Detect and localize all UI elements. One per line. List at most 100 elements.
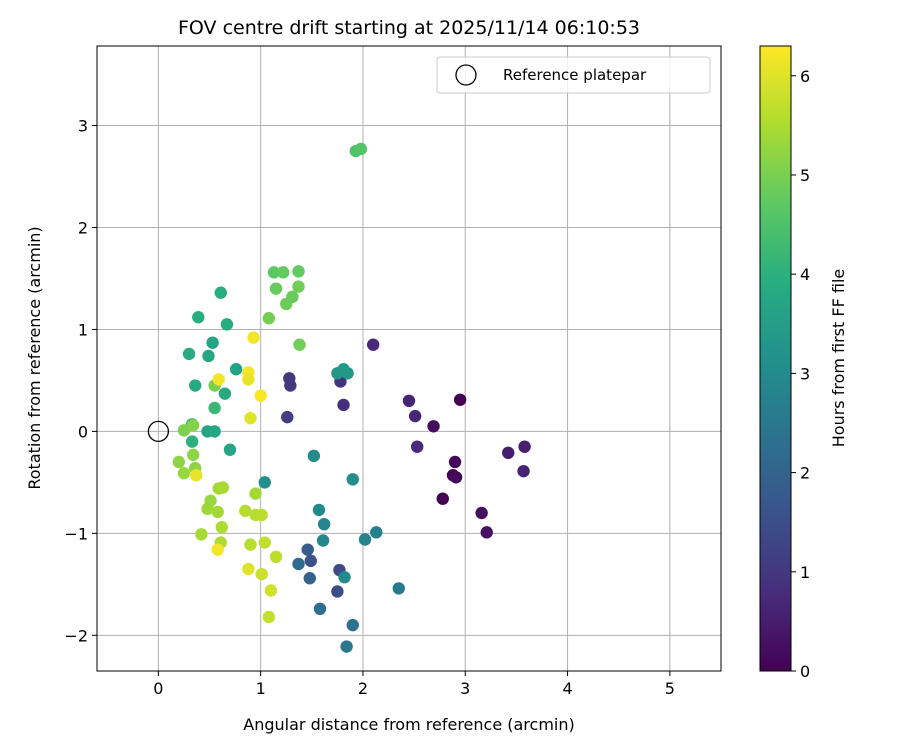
colorbar-tick-label: 4 (800, 265, 810, 284)
y-tick-label: 2 (78, 218, 88, 237)
data-point (280, 297, 293, 311)
data-point (242, 562, 255, 576)
data-point (453, 393, 467, 406)
data-point (214, 286, 227, 299)
data-point (185, 435, 199, 448)
data-point (340, 640, 353, 653)
colorbar-tick-label: 0 (800, 662, 810, 681)
y-axis-label: Rotation from reference (arcmin) (25, 226, 44, 489)
y-tick-label: −1 (64, 524, 88, 543)
chart-title: FOV centre drift starting at 2025/11/14 … (178, 17, 640, 39)
data-point (201, 502, 214, 516)
data-point (502, 446, 515, 460)
data-point (517, 464, 530, 478)
data-point (255, 508, 268, 522)
data-point (242, 373, 255, 386)
x-axis-ticks: 0 1 2 3 4 5 (153, 671, 675, 698)
colorbar-gradient (760, 46, 791, 671)
data-point (303, 572, 316, 585)
data-point (366, 338, 380, 351)
x-tick-label: 2 (358, 679, 368, 698)
data-point (312, 503, 326, 517)
data-point (346, 473, 359, 486)
colorbar-tick-label: 1 (800, 563, 810, 582)
data-point (358, 533, 372, 546)
colorbar-tick-label: 6 (800, 67, 810, 86)
data-point (284, 379, 297, 392)
data-point (190, 469, 203, 482)
data-point (475, 506, 488, 520)
data-point (267, 266, 281, 279)
data-point (392, 582, 405, 595)
colorbar-tick-label: 5 (800, 166, 810, 185)
data-point (346, 618, 359, 632)
x-tick-label: 0 (153, 679, 163, 698)
data-point (264, 584, 278, 597)
data-point (518, 440, 531, 453)
data-point (269, 282, 283, 295)
data-point (301, 543, 314, 556)
data-point (338, 570, 351, 584)
data-point (218, 387, 232, 400)
y-axis-ticks: −2 −1 0 1 2 3 (64, 117, 97, 645)
data-point (262, 610, 276, 624)
colorbar-tick-label: 2 (800, 464, 810, 483)
colorbar-frame (759, 45, 792, 672)
y-tick-label: 1 (78, 320, 88, 339)
data-point (449, 471, 463, 484)
data-point (172, 455, 186, 469)
data-point (354, 142, 368, 156)
data-point (293, 338, 306, 351)
data-point (307, 449, 321, 463)
data-point (427, 420, 440, 433)
x-tick-label: 5 (665, 679, 675, 698)
data-point (229, 363, 243, 376)
data-point (202, 349, 215, 363)
data-point (212, 373, 225, 386)
data-point (480, 526, 493, 539)
data-point (269, 550, 283, 564)
colorbar-ticks: 0 1 2 3 4 5 6 (791, 67, 810, 681)
data-point (292, 557, 305, 571)
data-point (436, 492, 449, 505)
legend: Reference platepar (436, 56, 711, 94)
data-point (337, 398, 350, 412)
data-point (223, 443, 237, 456)
legend-marker-reference (455, 64, 477, 86)
data-point (258, 536, 271, 549)
data-point (186, 448, 200, 462)
data-point (216, 481, 230, 494)
data-point (211, 505, 224, 519)
data-point (292, 280, 305, 293)
data-point (177, 424, 191, 437)
data-point (244, 411, 257, 425)
reference-point (147, 420, 170, 443)
data-point (331, 585, 344, 598)
data-point (195, 528, 208, 541)
data-point (220, 318, 234, 331)
data-point (247, 331, 260, 344)
x-tick-label: 4 (562, 679, 572, 698)
x-axis-label: Angular distance from reference (arcmin) (243, 715, 574, 734)
data-point (255, 567, 268, 581)
data-point (276, 266, 290, 279)
data-point (206, 336, 219, 349)
data-point (208, 425, 221, 438)
data-point (402, 394, 416, 408)
data-point (370, 526, 383, 539)
data-point (186, 419, 200, 432)
x-tick-label: 1 (256, 679, 266, 698)
data-point (211, 543, 224, 556)
data-point (258, 476, 271, 489)
reference-marker (147, 420, 170, 443)
legend-label-reference: Reference platepar (503, 66, 647, 84)
data-point (244, 538, 257, 551)
data-point (215, 521, 228, 534)
data-point (448, 455, 462, 469)
data-point (341, 367, 354, 380)
data-point (317, 517, 331, 531)
data-point (182, 347, 196, 361)
data-point (208, 401, 221, 415)
data-point (262, 312, 276, 325)
data-point (313, 602, 327, 616)
